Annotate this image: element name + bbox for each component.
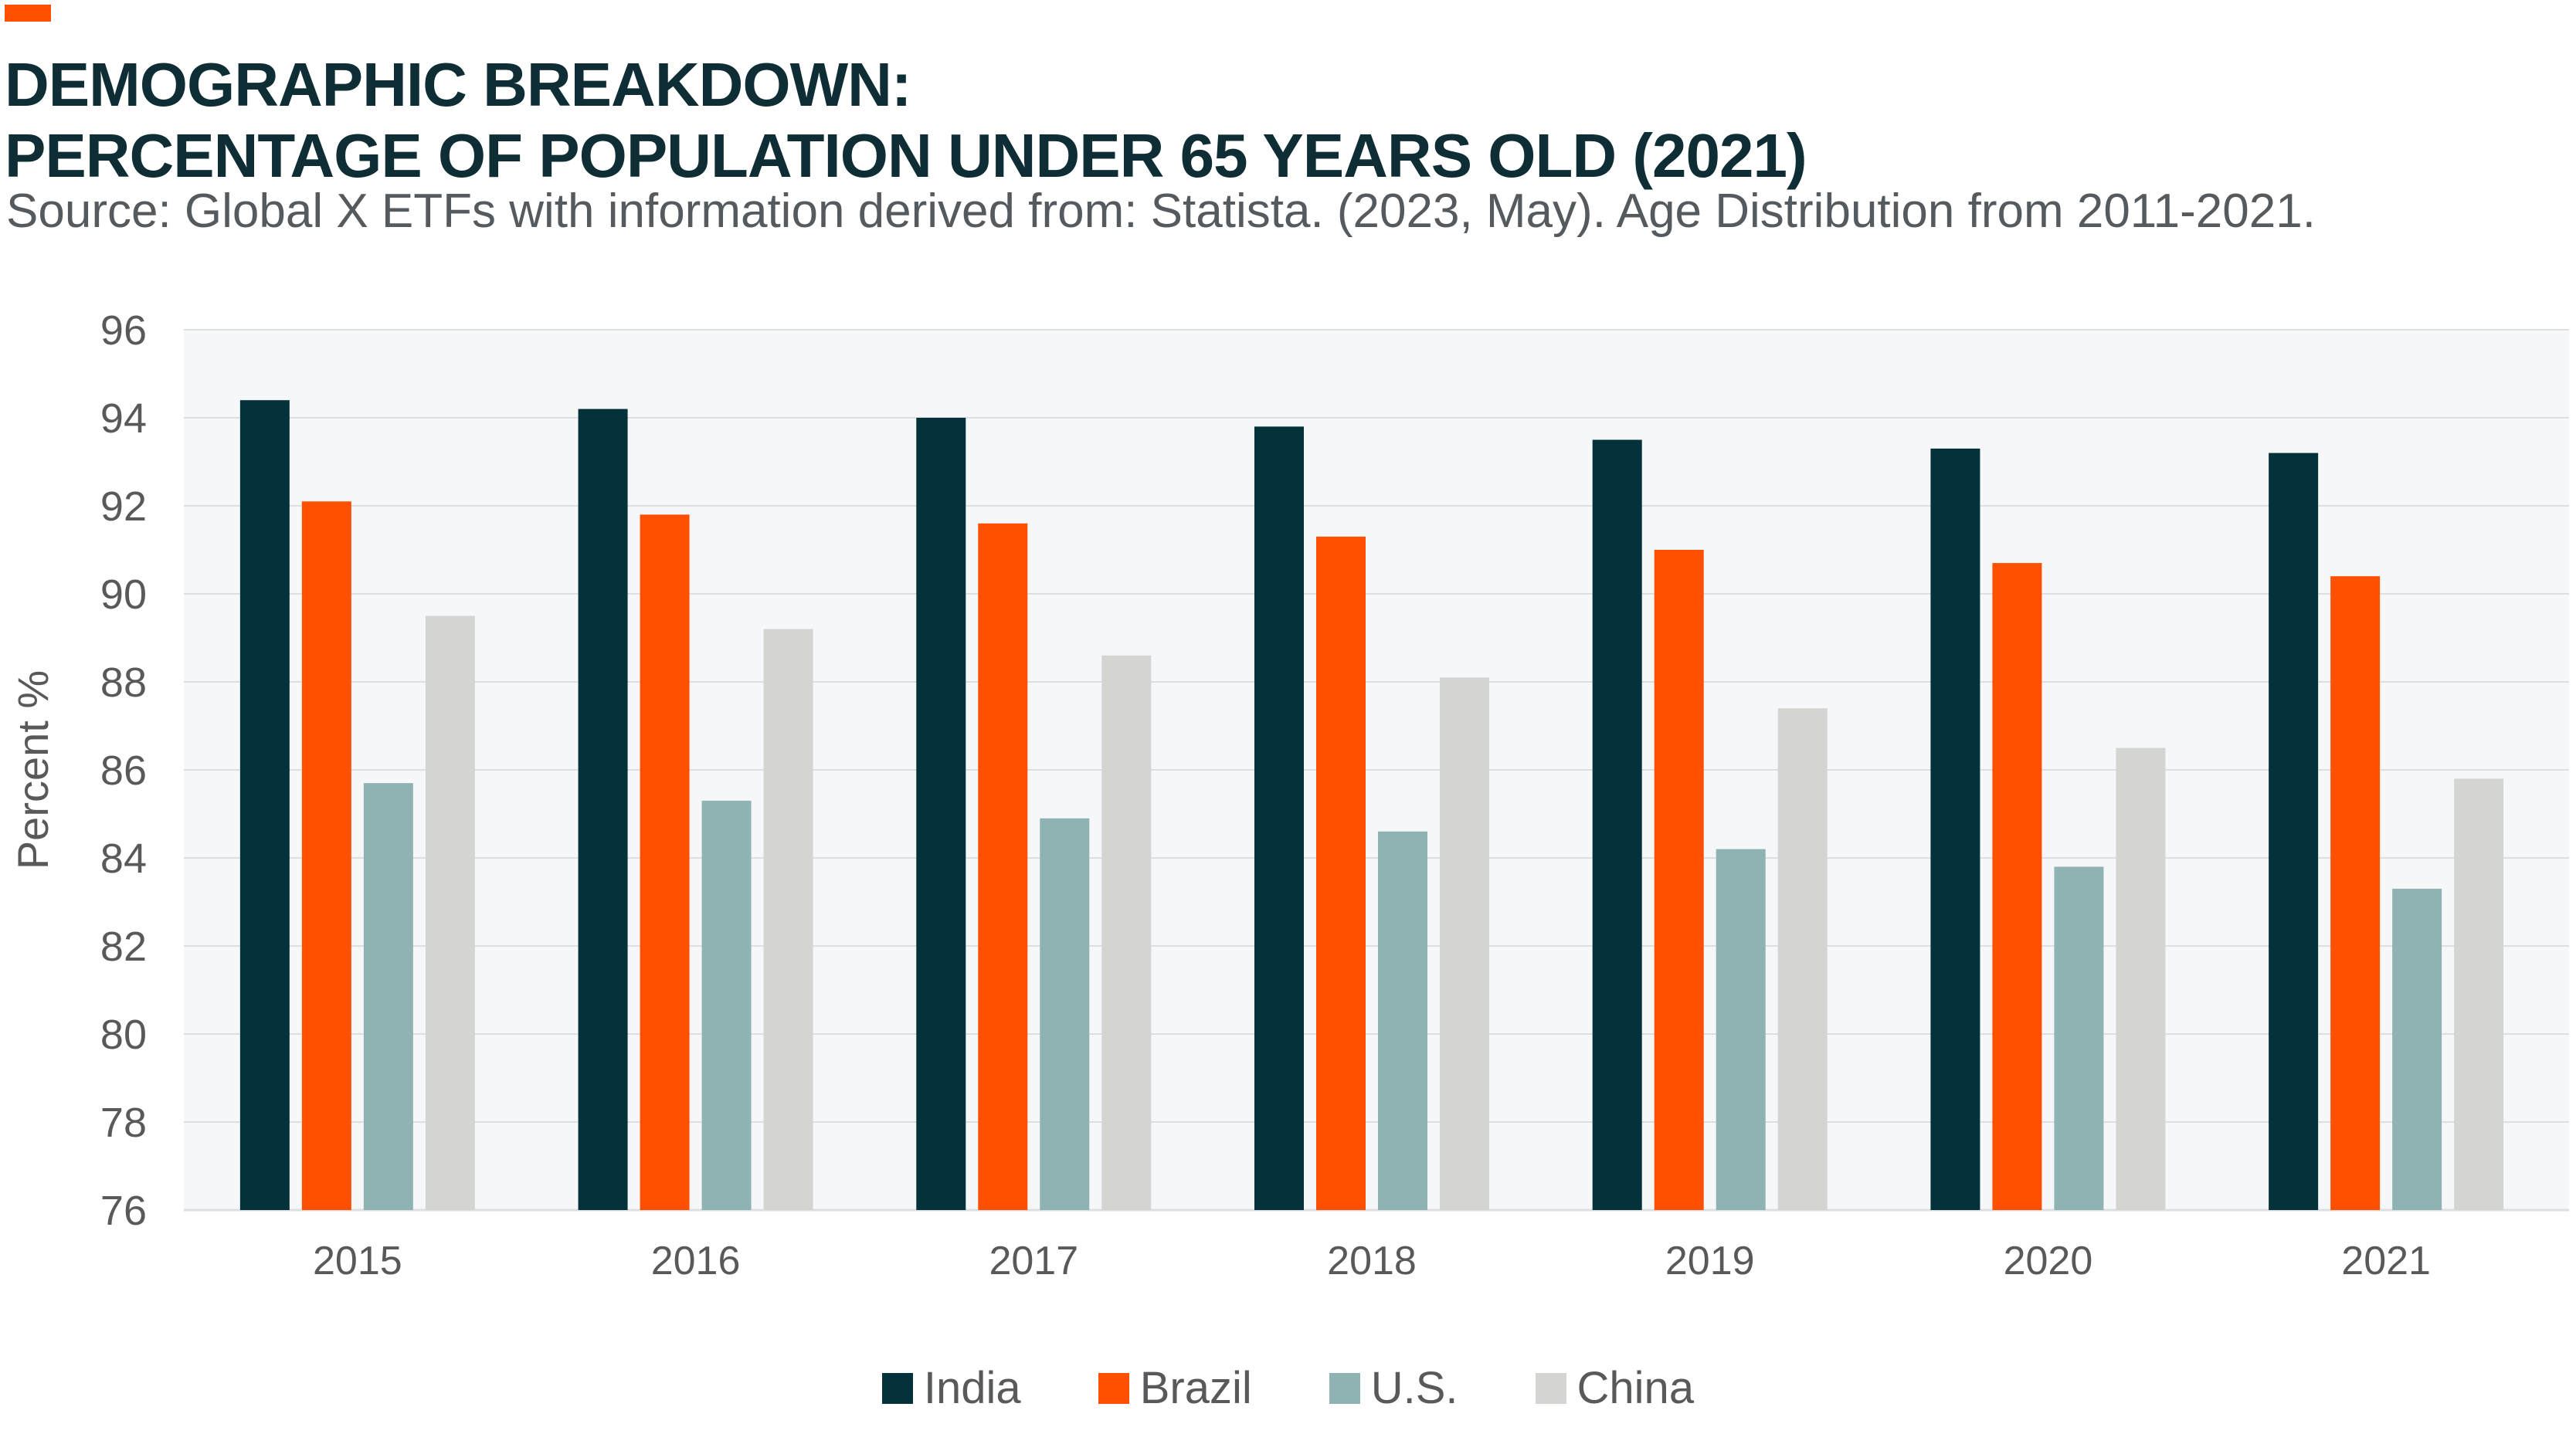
y-tick-label-78: 78 bbox=[100, 1100, 147, 1146]
bar-china-2019 bbox=[1777, 708, 1828, 1210]
y-tick-label-86: 86 bbox=[100, 748, 147, 794]
bar-brazil-2019 bbox=[1654, 550, 1704, 1210]
bar-us-2016 bbox=[701, 800, 752, 1210]
legend-label: China bbox=[1576, 1363, 1695, 1413]
y-tick-label-84: 84 bbox=[100, 836, 147, 882]
y-axis-tick-labels: 76 78 80 82 84 86 88 90 92 94 96 bbox=[100, 307, 147, 1234]
x-tick-label-2016: 2016 bbox=[651, 1239, 741, 1283]
x-tick-label-2019: 2019 bbox=[1665, 1239, 1755, 1283]
bar-us-2018 bbox=[1378, 831, 1427, 1210]
bar-us-2017 bbox=[1040, 818, 1090, 1210]
legend-label: U.S. bbox=[1370, 1363, 1458, 1413]
y-tick-label-80: 80 bbox=[100, 1012, 147, 1058]
bar-india-2017 bbox=[916, 418, 966, 1210]
bar-us-2020 bbox=[2054, 866, 2104, 1210]
legend-item-us: U.S. bbox=[1329, 1362, 1458, 1414]
source-note: Source: Global X ETFs with information d… bbox=[6, 185, 2316, 238]
x-tick-label-2021: 2021 bbox=[2341, 1239, 2431, 1283]
bar-china-2021 bbox=[2454, 778, 2504, 1210]
y-tick-label-96: 96 bbox=[100, 307, 147, 354]
y-tick-label-94: 94 bbox=[100, 395, 147, 442]
bar-india-2020 bbox=[1930, 448, 1980, 1210]
bar-us-2019 bbox=[1716, 849, 1766, 1210]
bar-india-2019 bbox=[1592, 439, 1642, 1210]
bar-india-2018 bbox=[1254, 426, 1304, 1210]
bar-china-2017 bbox=[1101, 655, 1152, 1210]
chart-title: DEMOGRAPHIC BREAKDOWN: PERCENTAGE OF POP… bbox=[5, 49, 1807, 192]
bar-brazil-2021 bbox=[2330, 576, 2381, 1210]
x-tick-label-2015: 2015 bbox=[313, 1239, 402, 1283]
legend-swatch bbox=[1535, 1372, 1566, 1404]
bar-china-2015 bbox=[425, 615, 475, 1210]
legend-swatch bbox=[881, 1372, 913, 1404]
x-tick-label-2018: 2018 bbox=[1327, 1239, 1417, 1283]
y-tick-label-76: 76 bbox=[100, 1188, 147, 1234]
bar-india-2021 bbox=[2269, 453, 2319, 1210]
x-tick-label-2017: 2017 bbox=[989, 1239, 1078, 1283]
y-tick-label-90: 90 bbox=[100, 571, 147, 618]
bar-india-2016 bbox=[578, 409, 628, 1210]
legend-label: Brazil bbox=[1139, 1363, 1252, 1413]
legend-swatch bbox=[1098, 1372, 1129, 1404]
y-tick-label-82: 82 bbox=[100, 924, 147, 970]
bar-brazil-2016 bbox=[640, 514, 690, 1210]
legend: India Brazil U.S. China bbox=[0, 1362, 2576, 1414]
bar-brazil-2018 bbox=[1316, 536, 1366, 1210]
bar-us-2015 bbox=[363, 783, 413, 1210]
accent-bar bbox=[5, 5, 51, 22]
bar-brazil-2017 bbox=[978, 523, 1028, 1210]
bar-china-2020 bbox=[2116, 748, 2166, 1210]
legend-swatch bbox=[1329, 1372, 1360, 1404]
chart-title-line-1: DEMOGRAPHIC BREAKDOWN: bbox=[5, 50, 912, 119]
bars bbox=[239, 400, 2504, 1211]
bar-china-2016 bbox=[763, 629, 813, 1210]
y-tick-label-88: 88 bbox=[100, 659, 147, 706]
bar-india-2015 bbox=[239, 400, 290, 1211]
y-tick-label-92: 92 bbox=[100, 483, 147, 530]
x-tick-label-2020: 2020 bbox=[2004, 1239, 2093, 1283]
x-axis-tick-labels: 2015 2016 2017 2018 2019 2020 2021 bbox=[313, 1239, 2431, 1283]
legend-item-india: India bbox=[881, 1362, 1021, 1414]
bar-us-2021 bbox=[2392, 888, 2442, 1210]
legend-label: India bbox=[923, 1363, 1021, 1413]
chart-title-line-2: PERCENTAGE OF POPULATION UNDER 65 YEARS … bbox=[5, 121, 1807, 190]
bar-china-2018 bbox=[1440, 677, 1489, 1210]
bar-brazil-2015 bbox=[301, 501, 351, 1210]
bar-brazil-2020 bbox=[1992, 563, 2042, 1210]
legend-item-brazil: Brazil bbox=[1098, 1362, 1252, 1414]
y-axis-label: Percent % bbox=[8, 670, 57, 870]
legend-item-china: China bbox=[1535, 1362, 1695, 1414]
